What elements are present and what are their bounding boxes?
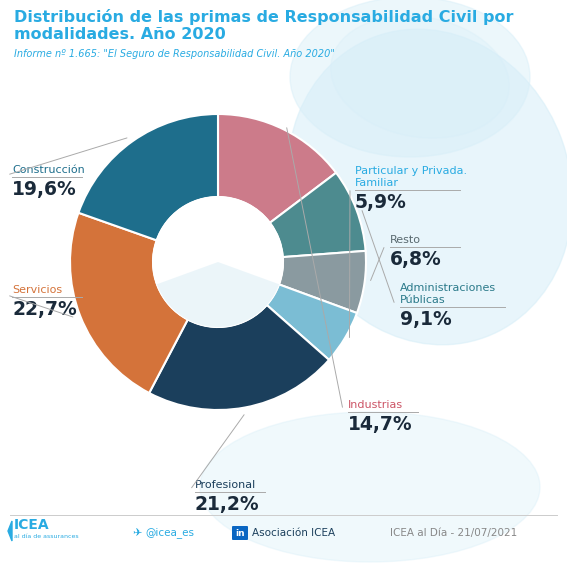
Text: Distribución de las primas de Responsabilidad Civil por: Distribución de las primas de Responsabi…	[14, 9, 514, 25]
Text: 21,2%: 21,2%	[195, 495, 260, 514]
Text: @icea_es: @icea_es	[145, 527, 194, 539]
Wedge shape	[270, 173, 366, 257]
Text: Asociación ICEA: Asociación ICEA	[252, 528, 335, 538]
Ellipse shape	[287, 29, 567, 345]
Wedge shape	[149, 305, 329, 410]
Text: ✈: ✈	[132, 528, 141, 538]
Text: Industrias: Industrias	[348, 400, 403, 410]
Text: Informe nº 1.665: "El Seguro de Responsabilidad Civil. Año 2020": Informe nº 1.665: "El Seguro de Responsa…	[14, 49, 335, 59]
Wedge shape	[159, 262, 277, 325]
Wedge shape	[218, 114, 336, 223]
Text: in: in	[235, 528, 245, 538]
Wedge shape	[279, 251, 366, 313]
Text: 9,1%: 9,1%	[400, 310, 452, 329]
Text: Profesional: Profesional	[195, 480, 256, 490]
Text: Particular y Privada.
Familiar: Particular y Privada. Familiar	[355, 166, 467, 188]
Text: modalidades. Año 2020: modalidades. Año 2020	[14, 27, 226, 42]
Ellipse shape	[290, 0, 530, 157]
Text: al día de assurances: al día de assurances	[14, 535, 79, 539]
FancyBboxPatch shape	[232, 526, 248, 540]
Text: 22,7%: 22,7%	[12, 300, 77, 319]
Wedge shape	[78, 114, 218, 240]
Wedge shape	[266, 285, 357, 360]
Text: 19,6%: 19,6%	[12, 180, 77, 199]
Circle shape	[153, 197, 283, 327]
Text: 6,8%: 6,8%	[390, 250, 442, 269]
Text: Resto: Resto	[390, 235, 421, 245]
Text: ICEA: ICEA	[14, 518, 50, 532]
Text: ICEA al Día - 21/07/2021: ICEA al Día - 21/07/2021	[390, 528, 517, 538]
Text: 5,9%: 5,9%	[355, 193, 407, 212]
Polygon shape	[8, 521, 12, 541]
Circle shape	[153, 197, 283, 327]
Text: 14,7%: 14,7%	[348, 415, 413, 434]
Text: Servicios: Servicios	[12, 285, 62, 295]
Text: Construcción: Construcción	[12, 165, 84, 175]
Ellipse shape	[200, 412, 540, 562]
Wedge shape	[157, 262, 279, 327]
Wedge shape	[70, 213, 188, 393]
Text: Administraciones
Públicas: Administraciones Públicas	[400, 284, 496, 305]
Ellipse shape	[331, 16, 509, 138]
